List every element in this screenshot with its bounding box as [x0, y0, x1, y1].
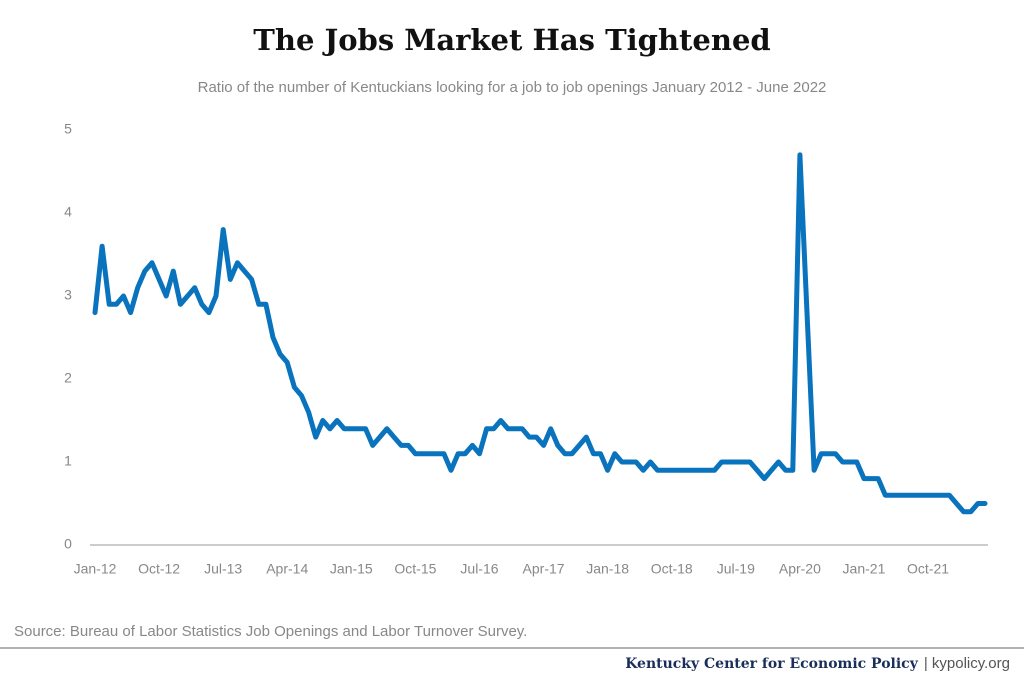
- chart-title: The Jobs Market Has Tightened: [253, 23, 770, 57]
- y-tick-label: 5: [64, 121, 72, 137]
- y-tick-label: 0: [64, 536, 72, 552]
- footer: Kentucky Center for Economic Policy | kyp…: [625, 655, 1010, 672]
- x-tick-label: Oct-21: [907, 561, 949, 577]
- x-tick-label: Jan-18: [586, 561, 629, 577]
- footer-site: | kypolicy.org: [924, 655, 1010, 672]
- x-tick-label: Jul-13: [204, 561, 242, 577]
- x-tick-label: Oct-15: [394, 561, 436, 577]
- x-tick-label: Oct-12: [138, 561, 180, 577]
- chart-subtitle: Ratio of the number of Kentuckians looki…: [198, 79, 827, 96]
- x-tick-label: Jan-21: [843, 561, 886, 577]
- x-tick-label: Apr-14: [266, 561, 308, 577]
- data-line: [92, 152, 988, 515]
- y-tick-label: 4: [64, 204, 72, 220]
- x-tick-label: Jul-19: [717, 561, 755, 577]
- y-tick-label: 3: [64, 287, 72, 303]
- x-tick-label: Jan-12: [74, 561, 117, 577]
- x-tick-label: Apr-20: [779, 561, 821, 577]
- x-tick-label: Jul-16: [460, 561, 498, 577]
- y-tick-label: 2: [64, 370, 72, 386]
- x-tick-label: Oct-18: [651, 561, 693, 577]
- footer-org: Kentucky Center for Economic Policy: [625, 656, 919, 672]
- x-tick-label: Jan-15: [330, 561, 373, 577]
- x-tick-label: Apr-17: [523, 561, 565, 577]
- y-tick-label: 1: [64, 453, 72, 469]
- source-note: Source: Bureau of Labor Statistics Job O…: [14, 623, 527, 640]
